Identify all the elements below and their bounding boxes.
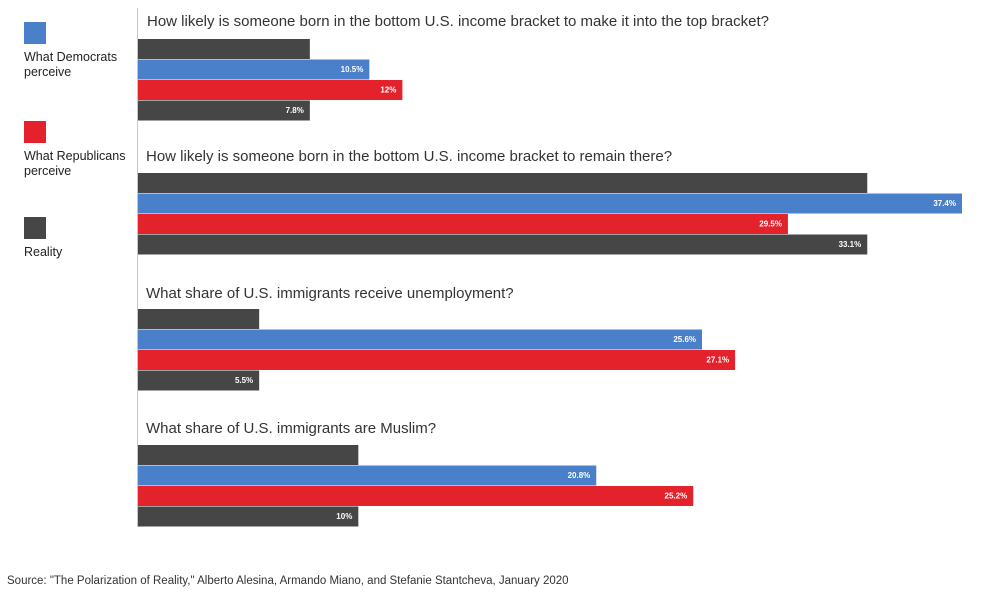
bar-democrats [138,59,370,80]
bar-value-label: 25.6% [673,335,696,344]
bar-reality [138,370,260,391]
bar-reality [138,234,868,255]
question-title: What share of U.S. immigrants receive un… [146,285,514,302]
bar-value-label: 10% [336,512,352,521]
chart-group-1: How likely is someone born in the bottom… [138,13,769,121]
legend-item-republicans: What Republicans perceive [24,121,134,179]
legend-swatch-republicans [24,121,46,143]
legend-label-republicans: What Republicans perceive [24,149,126,178]
bar-value-label: 27.1% [706,355,729,364]
bar-value-label: 10.5% [341,65,364,74]
bar-value-label: 12% [380,85,396,94]
bar-reality [138,100,310,121]
bar-democrats [138,465,597,486]
question-title: How likely is someone born in the bottom… [147,13,769,30]
chart-group-3: What share of U.S. immigrants receive un… [138,285,736,391]
bar-republicans [138,214,788,234]
question-title: How likely is someone born in the bottom… [146,148,672,165]
legend-label-reality: Reality [24,245,63,259]
bar-democrats [138,193,962,214]
chart-group-2: How likely is someone born in the bottom… [138,148,962,255]
legend-label-democrats: What Democrats perceive [24,50,118,79]
bar-reality [138,39,310,59]
legend-item-democrats: What Democrats perceive [24,22,134,80]
bar-republicans [138,350,736,370]
chart-group-4: What share of U.S. immigrants are Muslim… [138,420,694,527]
bar-value-label: 37.4% [933,199,956,208]
bar-republicans [138,486,694,506]
source-note: Source: "The Polarization of Reality," A… [7,575,569,587]
bar-reality [138,173,868,193]
bar-reality [138,445,359,465]
legend-item-reality: Reality [24,217,134,260]
bar-value-label: 33.1% [839,240,862,249]
bar-value-label: 5.5% [235,376,253,385]
legend-swatch-democrats [24,22,46,44]
bar-value-label: 25.2% [665,491,688,500]
bar-value-label: 7.8% [286,106,304,115]
bar-value-label: 29.5% [759,219,782,228]
bar-reality [138,506,359,527]
bar-value-label: 20.8% [568,471,591,480]
legend-swatch-reality [24,217,46,239]
bar-democrats [138,329,703,350]
bar-reality [138,309,260,329]
chart-groups: How likely is someone born in the bottom… [138,13,962,527]
question-title: What share of U.S. immigrants are Muslim… [146,420,436,437]
bar-republicans [138,80,403,100]
